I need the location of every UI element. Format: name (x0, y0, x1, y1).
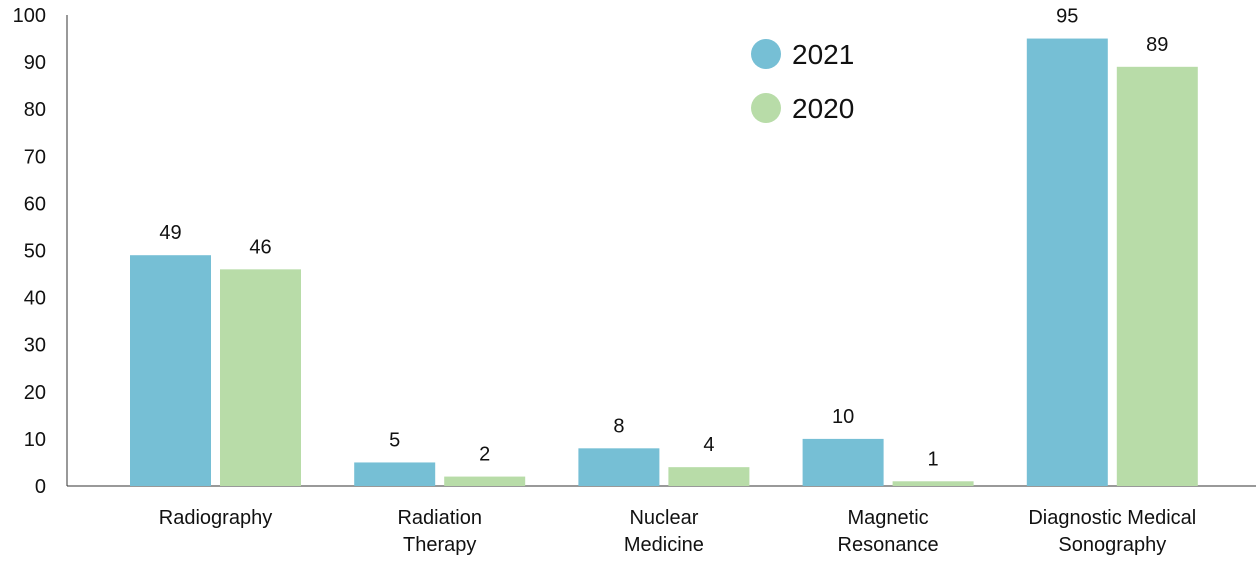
y-tick-label: 80 (24, 99, 46, 121)
y-tick-label: 70 (24, 146, 46, 168)
bar-2021-3 (802, 438, 884, 486)
bar-2021-4 (1026, 38, 1108, 487)
data-label: 1 (928, 448, 939, 470)
bar-2021-0 (130, 255, 211, 486)
bar-2020-1 (444, 476, 526, 486)
data-label: 49 (159, 222, 181, 244)
x-tick-label-line: Sonography (1058, 534, 1166, 556)
y-tick-label: 90 (24, 52, 46, 74)
x-tick-label-line: Medicine (624, 534, 704, 556)
x-tick-label: Nuclear Medicine (624, 507, 704, 556)
data-label: 8 (613, 415, 624, 437)
data-label: 46 (249, 236, 271, 258)
y-tick-label: 60 (24, 193, 46, 215)
y-tick-label: 10 (24, 429, 46, 451)
x-tick-label-line: Resonance (838, 534, 939, 556)
legend-marker-2020 (751, 93, 781, 123)
legend-marker-2021 (751, 39, 781, 69)
x-tick-label-line: Therapy (403, 534, 476, 556)
x-tick-label-line: Radiography (159, 507, 272, 529)
x-tick-label-line: Diagnostic Medical (1028, 507, 1196, 529)
data-labels: 49 5 8 10 95 46 2 4 1 89 (159, 6, 1168, 471)
y-tick-label: 20 (24, 382, 46, 404)
data-label: 10 (832, 406, 854, 428)
y-tick-label: 40 (24, 288, 46, 310)
bar-2020-4 (1116, 66, 1198, 486)
y-tick-label: 30 (24, 335, 46, 357)
bars (130, 38, 1198, 487)
bar-2020-0 (220, 269, 301, 486)
legend-label: 2020 (792, 93, 854, 124)
data-label: 5 (389, 429, 400, 451)
x-tick-label: Radiation Therapy (397, 507, 482, 556)
bar-2020-2 (668, 467, 750, 486)
y-tick-label: 0 (35, 476, 46, 498)
x-tick-label-line: Radiation (397, 507, 482, 529)
bar-2020-3 (892, 481, 974, 486)
y-tick-label: 50 (24, 241, 46, 263)
x-axis: Radiography Radiation Therapy Nuclear Medici… (67, 485, 1256, 556)
x-tick-label: Magnetic Resonance (838, 507, 939, 556)
x-tick-label-line: Magnetic (848, 507, 929, 529)
bar-2021-2 (578, 448, 660, 486)
y-axis: 0 10 20 30 40 50 60 70 80 90 100 (13, 5, 68, 498)
y-tick-label: 100 (13, 5, 46, 27)
legend: 2021 2020 (751, 39, 854, 124)
x-tick-label: Diagnostic Medical Sonography (1028, 507, 1196, 556)
data-label: 89 (1146, 34, 1168, 56)
data-label: 2 (479, 444, 490, 466)
data-label: 4 (703, 434, 714, 456)
data-label: 95 (1056, 6, 1078, 28)
bar-2021-1 (354, 462, 436, 486)
legend-label: 2021 (792, 39, 854, 70)
x-tick-label-line: Nuclear (629, 507, 698, 529)
x-tick-label: Radiography (159, 507, 272, 529)
